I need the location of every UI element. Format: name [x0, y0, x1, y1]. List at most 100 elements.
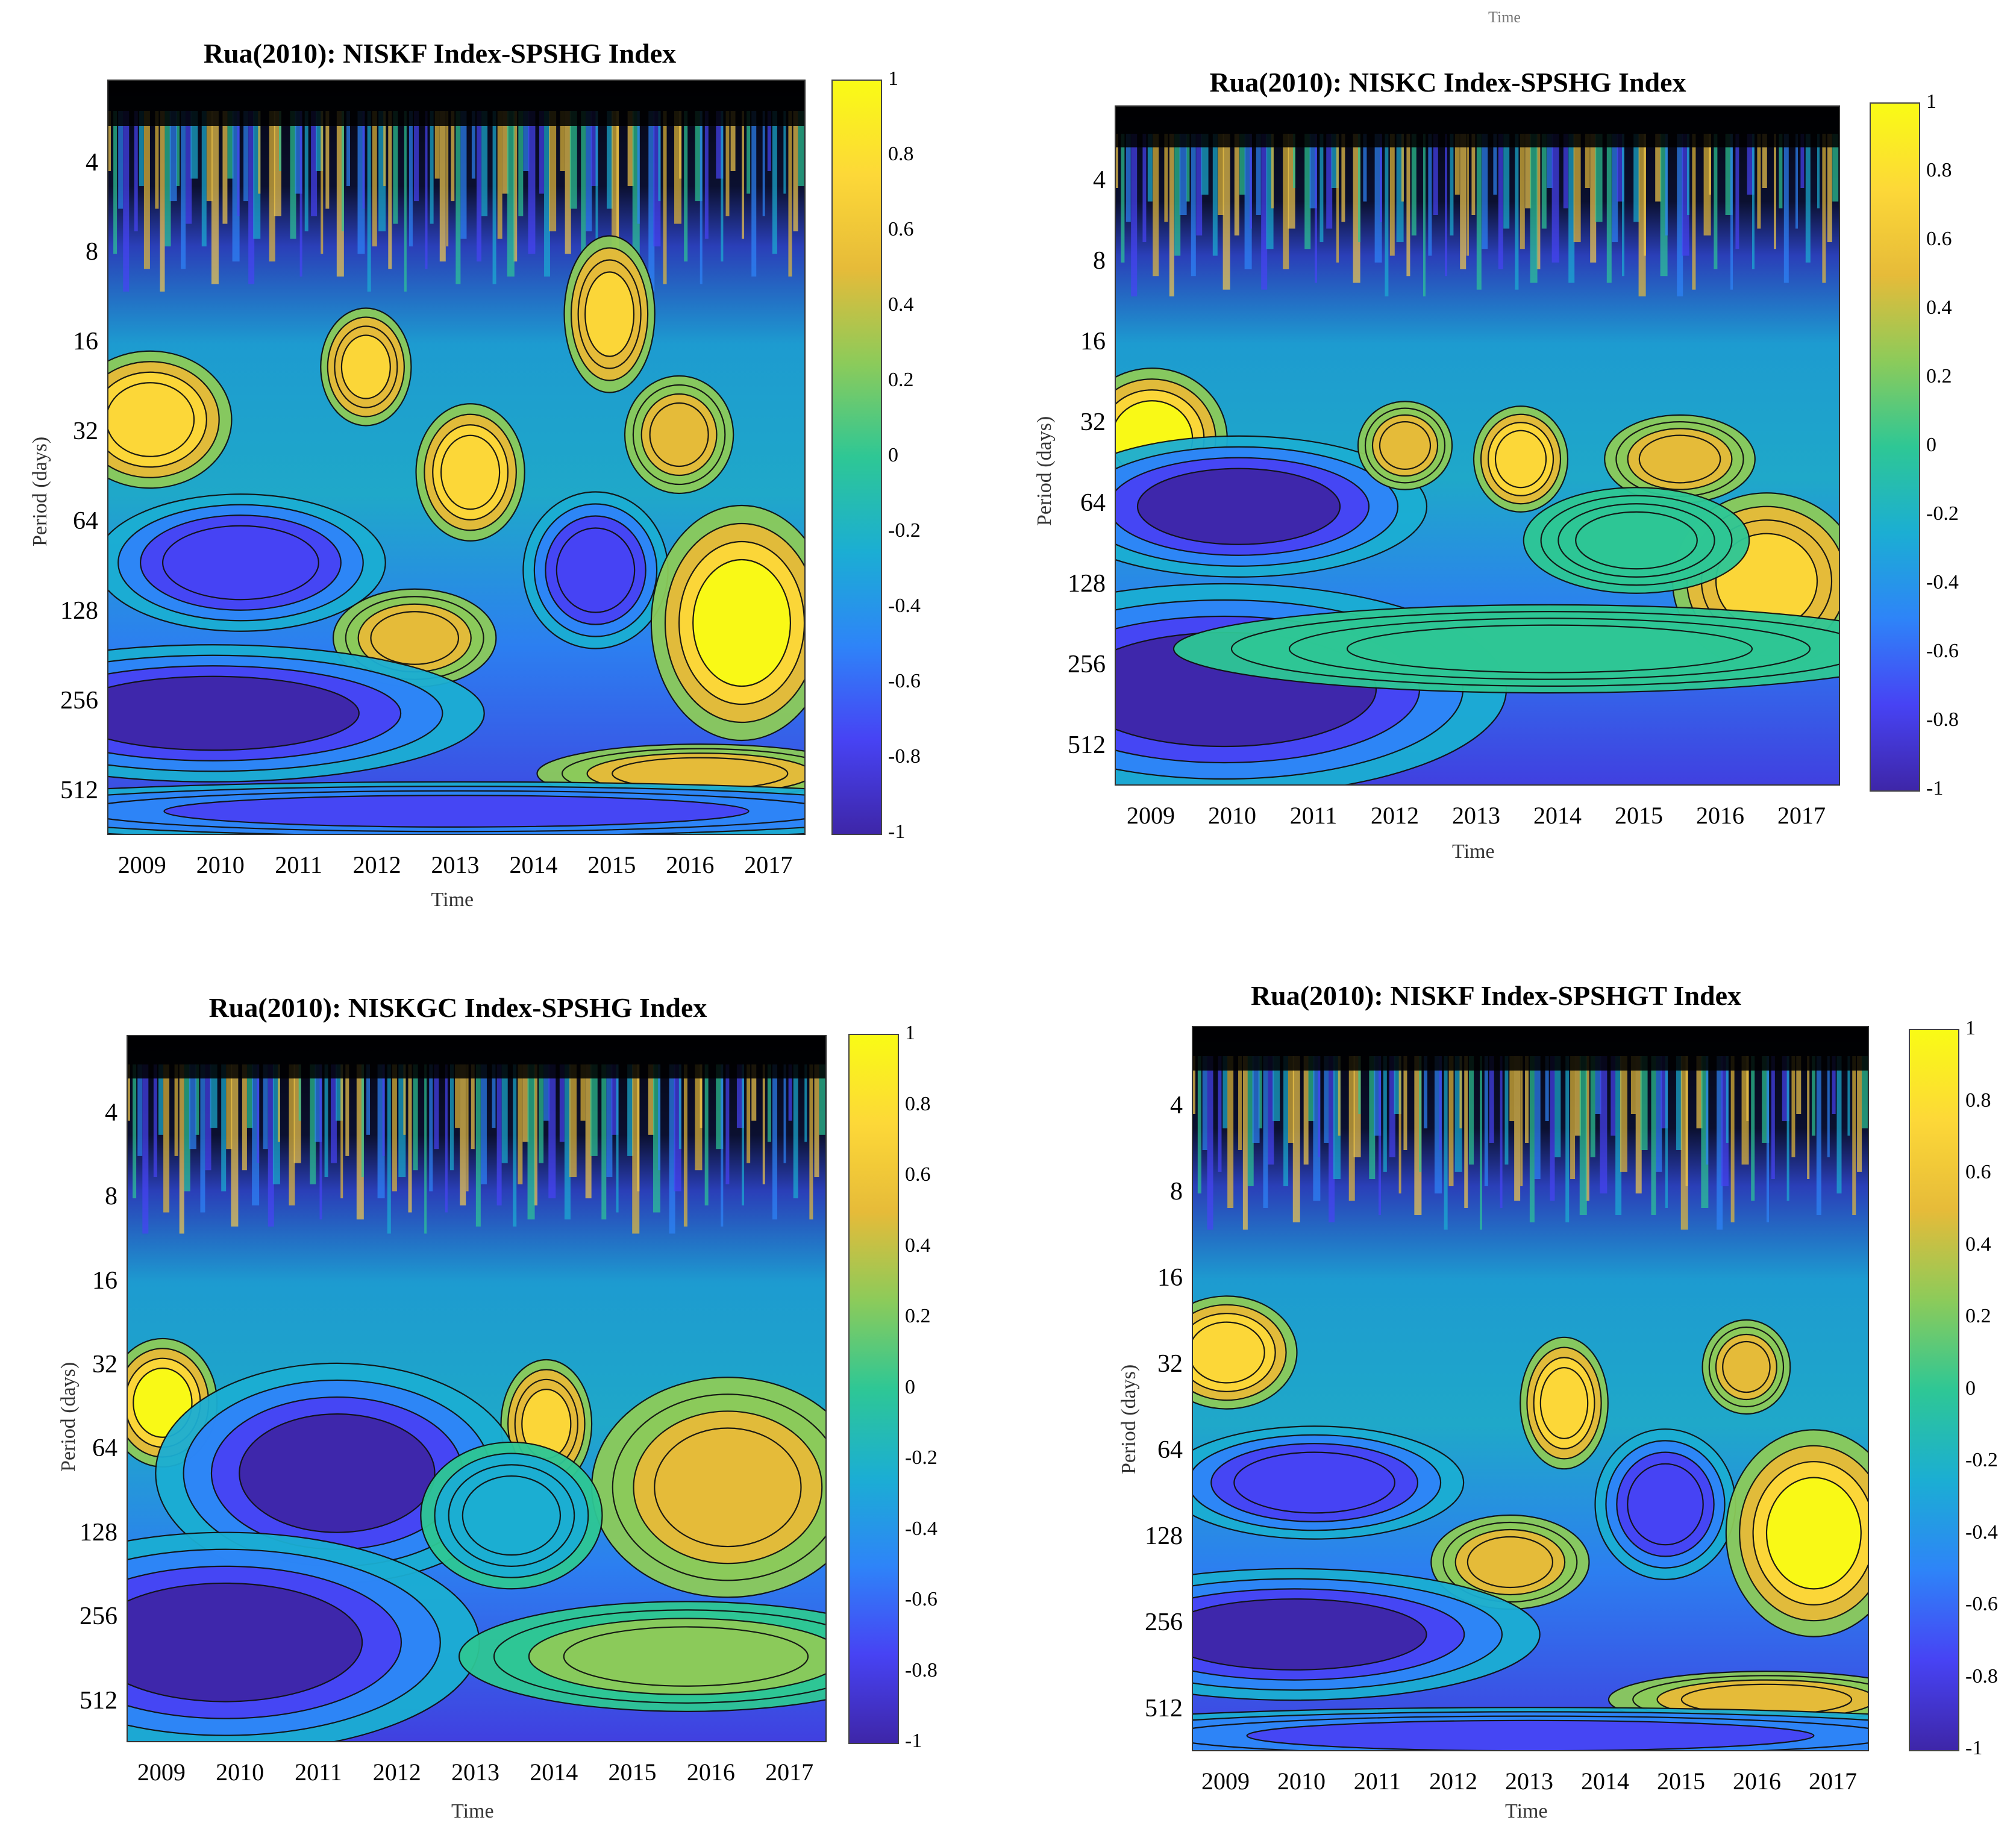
colorbar-tick-label: 0.2	[1965, 1305, 1991, 1327]
x-tick-label: 2016	[1733, 1768, 1781, 1795]
coherence-blob	[563, 235, 656, 393]
colorbar-tick-label: 1	[1965, 1017, 1976, 1039]
x-tick-label: 2017	[765, 1759, 814, 1786]
colorbar-tick-label: -1	[905, 1730, 922, 1752]
colorbar-tick-label: 1	[905, 1022, 915, 1044]
colorbar-gradient	[1871, 104, 1919, 790]
y-tick-label: 64	[1157, 1436, 1183, 1465]
y-tick-label: 128	[60, 597, 98, 625]
x-tick-label: 2015	[1657, 1768, 1705, 1795]
colorbar-tick-label: 1	[1926, 90, 1936, 113]
x-tick-label: 2012	[372, 1759, 421, 1786]
colorbar-tick-label: 0.2	[905, 1305, 931, 1327]
colorbar-tick-label: 0	[1926, 434, 1936, 456]
coherence-blob	[108, 644, 485, 783]
partial-top-text: Time	[1488, 8, 1521, 26]
y-tick-label: 16	[1157, 1264, 1183, 1292]
coherence-blob	[1430, 1514, 1590, 1610]
y-tick-label: 32	[73, 417, 98, 446]
x-tick-label: 2012	[1371, 802, 1419, 829]
colorbar-tick-label: -0.4	[1926, 571, 1959, 593]
colorbar-tick-label: -0.6	[1926, 640, 1959, 662]
colorbar-tick-label: 0.8	[1926, 159, 1952, 181]
x-tick-label: 2015	[1615, 802, 1663, 829]
y-tick-label: 32	[92, 1350, 117, 1378]
colorbar-gradient	[1910, 1030, 1958, 1750]
colorbar	[831, 80, 882, 835]
y-tick-label: 4	[1170, 1092, 1183, 1119]
y-tick-label: 256	[80, 1603, 117, 1631]
wavelet-panel-niskf-spshg: Rua(2010): NISKF Index-SPSHG Index 4 8 16 3…	[0, 0, 1008, 911]
coherence-blob	[1173, 604, 1839, 694]
x-tick-label: 2013	[431, 851, 480, 878]
x-tick-label: 2012	[1429, 1768, 1477, 1795]
y-tick-label: 256	[1068, 651, 1106, 679]
coherence-blob	[1116, 435, 1428, 578]
coherence-blob	[108, 781, 804, 834]
high-frequency-streaks	[1116, 134, 1839, 296]
x-tick-label: 2010	[216, 1759, 265, 1786]
colorbar-tick-label: 0.8	[905, 1092, 931, 1115]
x-tick-label: 2017	[744, 851, 793, 878]
x-tick-label: 2014	[1581, 1768, 1629, 1795]
colorbar	[848, 1034, 899, 1744]
y-tick-label: 512	[80, 1686, 117, 1715]
x-tick-label: 2011	[275, 851, 322, 878]
coherence-blob	[1193, 1295, 1298, 1410]
x-tick-label: 2012	[352, 851, 401, 878]
y-tick-label: 8	[1093, 246, 1106, 275]
heatmap-plot-area	[1192, 1026, 1869, 1751]
y-tick-label: 8	[86, 238, 98, 266]
coherence-blob	[1520, 1336, 1609, 1470]
x-axis-label: Time	[451, 1800, 494, 1822]
colorbar-tick-label: -0.8	[888, 745, 921, 768]
x-tick-label: 2013	[451, 1759, 499, 1786]
y-tick-label: 64	[1080, 489, 1106, 518]
y-tick-label: 32	[1157, 1350, 1183, 1378]
top-dark-band	[128, 1036, 825, 1079]
x-tick-label: 2016	[666, 851, 715, 878]
colorbar-tick-label: 0.8	[888, 143, 914, 165]
y-tick-label: 512	[1068, 731, 1106, 760]
heatmap-svg	[1193, 1027, 1868, 1750]
heatmap-svg	[1116, 107, 1839, 784]
high-frequency-streaks	[108, 111, 804, 292]
x-tick-label: 2009	[137, 1759, 186, 1786]
colorbar-tick-label: 0.6	[888, 218, 914, 240]
colorbar-tick-label: -0.6	[1965, 1593, 1998, 1615]
x-tick-label: 2010	[1208, 802, 1256, 829]
y-tick-label: 64	[73, 507, 98, 536]
y-tick-label: 32	[1080, 408, 1106, 436]
top-dark-band	[1116, 107, 1839, 148]
coherence-blob	[591, 1377, 825, 1598]
colorbar-tick-label: 0.6	[905, 1163, 931, 1186]
y-tick-label: 128	[80, 1518, 117, 1546]
x-tick-label: 2011	[1353, 1768, 1401, 1795]
x-tick-label: 2016	[686, 1759, 735, 1786]
y-tick-label: 4	[86, 148, 98, 177]
y-tick-label: 512	[60, 777, 98, 805]
coherence-blob	[1473, 405, 1569, 513]
x-tick-label: 2009	[1127, 802, 1175, 829]
colorbar-tick-label: 0.4	[1965, 1233, 1991, 1255]
coherence-blob	[415, 403, 525, 542]
colorbar-tick-label: 0.6	[1926, 228, 1952, 250]
y-tick-label: 256	[1145, 1609, 1183, 1637]
y-tick-label: 512	[1145, 1695, 1183, 1723]
x-tick-label: 2009	[1201, 1768, 1250, 1795]
y-tick-label: 16	[92, 1266, 117, 1295]
wavelet-panel-niskc-spshg: Rua(2010): NISKC Index-SPSHG Index 4 8 16 3…	[1008, 0, 2016, 908]
colorbar-tick-label: -0.4	[1965, 1521, 1998, 1543]
colorbar-tick-label: 0	[888, 444, 898, 466]
x-tick-label: 2015	[608, 1759, 657, 1786]
colorbar-tick-label: 0.4	[905, 1234, 931, 1257]
x-tick-label: 2014	[1533, 802, 1582, 829]
heatmap-svg	[108, 81, 804, 834]
colorbar-tick-label: -0.8	[905, 1659, 938, 1681]
panel-title: Rua(2010): NISKF Index-SPSHGT Index	[1250, 980, 1742, 1011]
coherence-blob	[1193, 1707, 1868, 1750]
y-tick-label: 16	[1080, 327, 1106, 355]
coherence-blob	[1523, 487, 1750, 594]
colorbar	[1909, 1029, 1959, 1751]
